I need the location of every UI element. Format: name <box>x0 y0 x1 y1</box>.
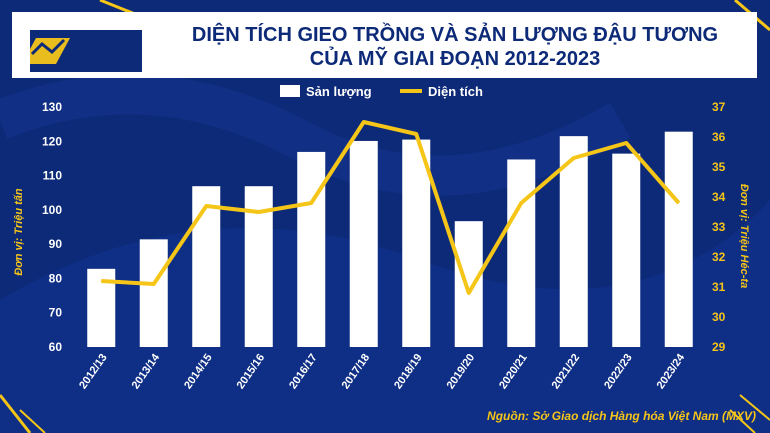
bar <box>507 159 536 347</box>
y-right-tick-label: 31 <box>712 280 726 294</box>
x-tick-label: 2016/17 <box>287 352 320 391</box>
line-point <box>415 133 417 135</box>
x-tick-label: 2020/21 <box>497 352 530 391</box>
x-tick-label: 2012/13 <box>77 352 110 391</box>
source-note: Nguồn: Sở Giao dịch Hàng hóa Việt Nam (M… <box>487 409 756 423</box>
line-point <box>625 142 627 144</box>
y-right-tick-label: 30 <box>712 310 726 324</box>
x-tick-label: 2015/16 <box>235 352 268 391</box>
bar <box>297 151 326 347</box>
x-tick-label: 2014/15 <box>182 352 215 391</box>
logo-mark-icon <box>22 30 142 72</box>
y-right-tick-label: 33 <box>712 220 726 234</box>
legend-bar: Sản lượng <box>280 84 372 99</box>
y-left-tick-label: 60 <box>49 340 63 354</box>
y-left-tick-label: 130 <box>42 100 62 114</box>
chart-title-line1: DIỆN TÍCH GIEO TRỒNG VÀ SẢN LƯỢNG ĐẬU TƯ… <box>191 24 719 46</box>
y-right-tick-label: 32 <box>712 250 726 264</box>
line-point <box>573 157 575 159</box>
bar <box>192 186 221 347</box>
x-tick-label: 2017/18 <box>340 352 373 391</box>
logo-text-line2: HÀNG HÓA <box>80 47 119 54</box>
line-point <box>205 205 207 207</box>
legend-line-label: Diện tích <box>428 84 483 99</box>
y-left-tick-label: 120 <box>42 134 62 148</box>
x-tick-label: 2023/24 <box>655 351 688 391</box>
logo-text-line3: VIỆT NAM <box>80 55 114 62</box>
y-right-tick-label: 35 <box>712 160 726 174</box>
line-point <box>310 202 312 204</box>
line-point <box>678 202 680 204</box>
x-tick-label: 2022/23 <box>602 352 635 391</box>
y-right-tick-label: 36 <box>712 130 726 144</box>
bar <box>402 139 431 347</box>
bar <box>664 131 693 347</box>
y-right-tick-label: 37 <box>712 100 726 114</box>
y-right-tick-label: 34 <box>712 190 726 204</box>
line-point <box>100 280 102 282</box>
line-point <box>258 211 260 213</box>
y-left-tick-label: 100 <box>42 203 62 217</box>
line-point <box>363 121 365 123</box>
legend-bar-swatch-icon <box>280 85 300 97</box>
bar <box>454 221 483 347</box>
line-point <box>153 283 155 285</box>
legend-bar-label: Sản lượng <box>306 84 372 99</box>
logo-text-line1: SỞ GIAO DỊCH <box>80 39 130 46</box>
line-point <box>520 202 522 204</box>
bar <box>349 140 378 347</box>
y-right-tick-label: 29 <box>712 340 726 354</box>
x-tick-label: 2018/19 <box>392 352 425 391</box>
bar <box>612 153 641 347</box>
chart-title-line2: CỦA MỸ GIAI ĐOẠN 2012-2023 <box>309 48 601 70</box>
area-line <box>101 120 681 295</box>
x-tick-label: 2019/20 <box>445 352 478 391</box>
bar <box>139 239 168 347</box>
exchange-logo: SỞ GIAO DỊCH HÀNG HÓA VIỆT NAM <box>22 30 142 72</box>
x-tick-label: 2013/14 <box>130 351 163 391</box>
bar <box>559 136 588 347</box>
line-point <box>468 292 470 294</box>
y-left-tick-label: 90 <box>49 237 63 251</box>
x-tick-label: 2021/22 <box>550 352 583 391</box>
y-left-tick-label: 110 <box>43 169 63 183</box>
y-left-tick-label: 70 <box>49 306 63 320</box>
y-left-tick-label: 80 <box>49 271 63 285</box>
legend-line-swatch-icon <box>400 89 422 93</box>
legend-line: Diện tích <box>400 84 483 99</box>
